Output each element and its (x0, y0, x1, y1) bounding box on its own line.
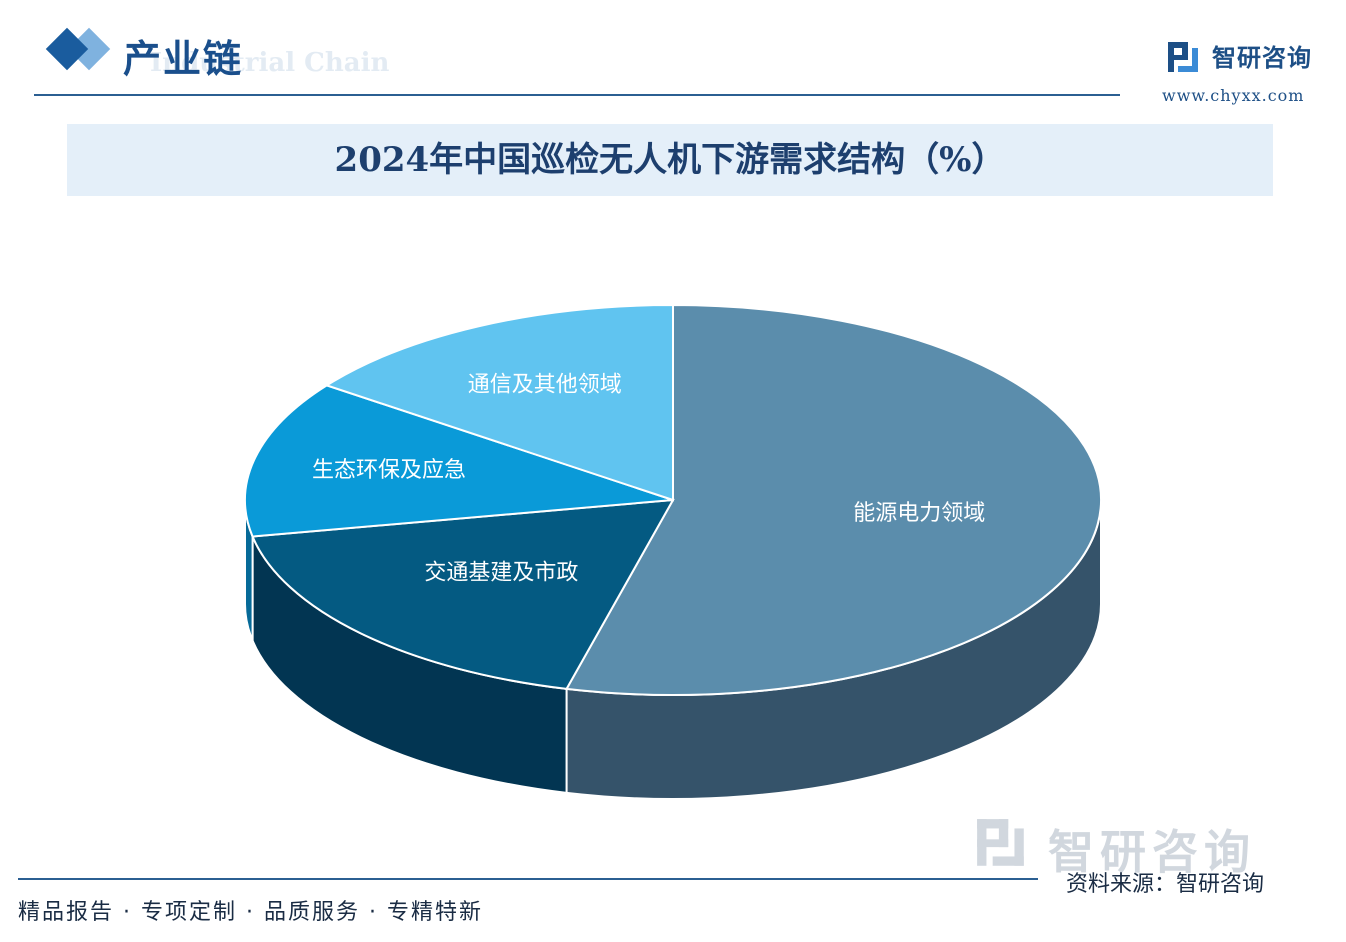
section-title: 产业链 (123, 37, 244, 81)
brand-url: www.chyxx.com (1162, 86, 1305, 105)
brand-logo-icon (1168, 42, 1198, 72)
footer-divider (18, 878, 1038, 880)
pie-slice-0 (564, 303, 1102, 696)
pie-slice-2 (244, 384, 674, 538)
pie-slice-3 (324, 303, 674, 502)
slice-label-0: 能源电力领域 (853, 501, 985, 526)
watermark-logo: 智研咨询 (972, 816, 1312, 879)
slice-label-1: 交通基建及市政 (424, 560, 578, 585)
watermark-logo-icon (977, 819, 1024, 866)
header-divider (34, 94, 1120, 96)
brand-name: 智研咨询 (1212, 44, 1312, 72)
slice-label-3: 通信及其他领域 (468, 372, 622, 397)
slice-label-2: 生态环保及应急 (312, 458, 466, 483)
watermark-text: 智研咨询 (1048, 825, 1256, 879)
source-note: 资料来源：智研咨询 (1066, 872, 1265, 897)
header: Industrial Chain 产业链 智研咨询 www.chyxx.com (0, 0, 1346, 110)
footer-slogan: 精品报告 · 专项定制 · 品质服务 · 专精特新 (18, 900, 483, 925)
chart-title-band: 2024年中国巡检无人机下游需求结构（%） (67, 124, 1273, 196)
chart-title: 2024年中国巡检无人机下游需求结构（%） (334, 140, 1006, 180)
brand: 智研咨询 www.chyxx.com (1162, 36, 1326, 106)
pie-slice-1 (251, 498, 675, 690)
